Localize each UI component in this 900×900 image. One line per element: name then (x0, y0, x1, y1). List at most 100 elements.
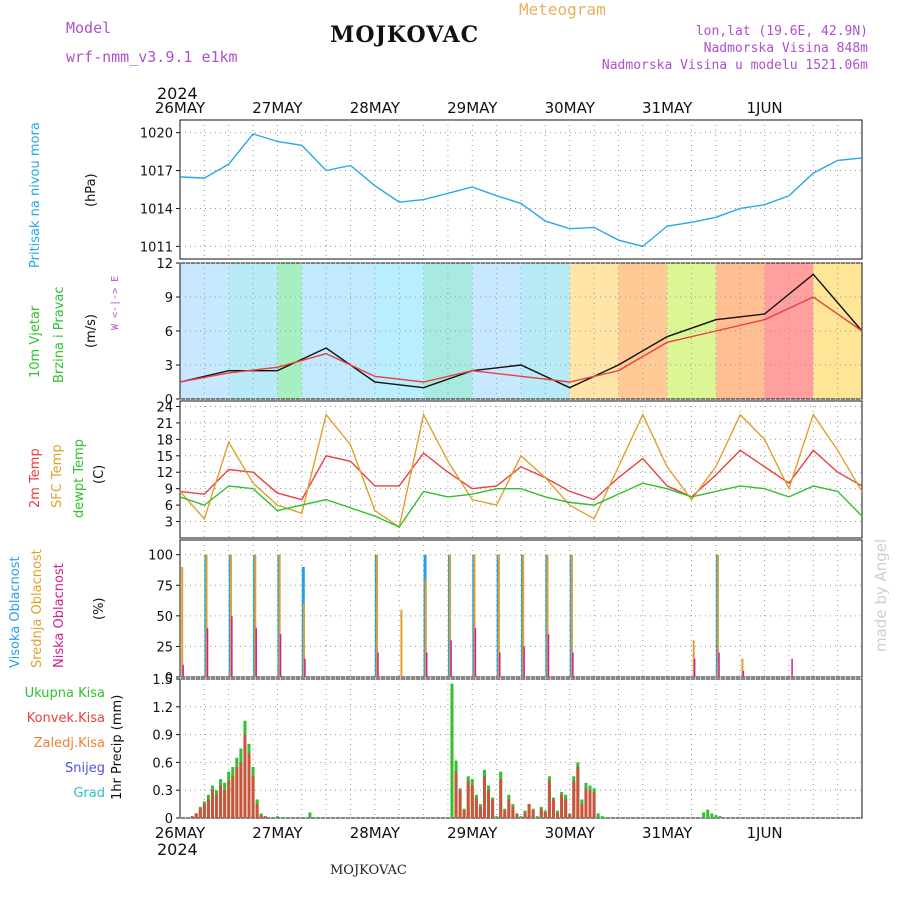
series-line (179, 412, 863, 529)
precip-bar (462, 810, 466, 818)
cloud-bar (279, 634, 282, 677)
precip-bar (588, 790, 592, 818)
precip-bar (543, 812, 547, 818)
precip-bar (466, 780, 470, 818)
precip-legend-snow: Snijeg (65, 761, 105, 776)
day-label-top: 29MAY (447, 99, 498, 117)
precip-bar (219, 785, 223, 818)
precip-bar (596, 813, 600, 818)
y-tick-label: 3 (165, 359, 173, 374)
day-label-bottom: 26MAY (155, 824, 206, 842)
precip-bar (511, 806, 515, 818)
cloud-bar (205, 554, 208, 677)
precip-bar (556, 813, 560, 818)
y-tick-label: 75 (156, 579, 173, 594)
day-label-top: 31MAY (642, 99, 693, 117)
y-tick-label: 24 (156, 400, 173, 415)
cloud-bar (522, 554, 525, 677)
precip-bar (231, 776, 235, 818)
cloud-bar (377, 652, 379, 677)
precip-bar (198, 808, 202, 818)
y-tick-label: 0 (165, 393, 173, 408)
cloud-bar (278, 554, 281, 677)
precip-bar (239, 762, 243, 818)
precip-bar (194, 813, 198, 818)
y-tick-label: 1017 (140, 165, 173, 180)
precip-bar (210, 790, 214, 818)
precip-bar (564, 799, 568, 818)
y-tick-label: 9 (165, 291, 173, 306)
y-tick-label: 15 (156, 450, 173, 465)
precip-bar (202, 804, 206, 818)
cloud-bar (547, 634, 550, 677)
precip-bar (706, 809, 710, 818)
wind-barb-band (228, 263, 278, 399)
cloud-bar (572, 652, 574, 677)
cloud-bar (206, 628, 209, 677)
precip-bar (227, 780, 231, 818)
y-tick-label: 1.5 (152, 673, 173, 688)
y-tick-label: 1011 (140, 240, 173, 255)
y-tick-label: 21 (156, 417, 173, 432)
precip-bar (247, 753, 251, 818)
precip-bar (308, 812, 312, 818)
precip-bar (503, 810, 507, 818)
cloud-bar (255, 628, 257, 677)
precip-bar (223, 790, 227, 818)
wind-barb-band (301, 263, 375, 399)
y-tick-label: 1020 (140, 127, 173, 142)
precip-legend-total: Ukupna Kisa (24, 686, 105, 701)
precip-bar (251, 776, 255, 818)
precip-bar (568, 814, 572, 818)
lonlat: lon,lat (19.6E, 42.9N) (695, 24, 868, 39)
year-bottom: 2024 (157, 840, 198, 859)
precip-bar (470, 785, 474, 818)
elevation: Nadmorska Visina 848m (703, 41, 868, 56)
precip-bar (560, 794, 564, 818)
precip-bar (714, 815, 718, 818)
y-tick-label: 6 (165, 499, 173, 514)
cloud-bar (546, 554, 549, 677)
series-line (179, 482, 863, 528)
precip-bar (215, 794, 219, 818)
cloud-bar (717, 554, 720, 677)
day-label-bottom: 30MAY (545, 824, 596, 842)
y-tick-label: 0.3 (152, 784, 173, 799)
cloud-bar (231, 615, 233, 677)
y-tick-label: 0.6 (152, 756, 173, 771)
precip-bar (527, 804, 531, 818)
precip-bar (539, 808, 543, 818)
y-tick-label: 12 (156, 466, 173, 481)
series-line (179, 449, 863, 501)
wind-barb-band (618, 263, 668, 399)
precip-bar (710, 813, 714, 818)
precip-bar (474, 797, 478, 818)
cloud-bar (181, 566, 184, 677)
y-tick-label: 1.2 (152, 701, 173, 716)
model-elevation: Nadmorska Visina u modelu 1521.06m (601, 58, 868, 73)
precip-bar (702, 812, 706, 818)
day-label-top: 26MAY (155, 99, 206, 117)
precip-bar (255, 804, 259, 818)
y-tick-label: 0.9 (152, 729, 173, 744)
precip-bar (531, 810, 535, 818)
cloud-bar (692, 640, 695, 677)
cloud-bar (473, 554, 476, 677)
cloud-bar (523, 646, 525, 677)
cloud-bar (741, 658, 744, 677)
precip-bar (482, 776, 486, 818)
cloud-bar (742, 670, 745, 677)
model-label: Model (66, 19, 112, 37)
series-line (179, 133, 863, 248)
day-label-bottom: 1JUN (746, 824, 782, 842)
precip-bar (491, 799, 495, 818)
precip-bar (478, 806, 482, 818)
precip-bar (499, 779, 503, 818)
precip-bar (523, 812, 527, 818)
cloud-bar (400, 609, 403, 677)
meteogram-title: Meteogram (519, 0, 606, 19)
precip-bar (584, 788, 588, 818)
cloud-bar (693, 658, 696, 677)
precip-bar (495, 816, 499, 818)
precip-legend-conv: Konvek.Kisa (26, 711, 105, 726)
